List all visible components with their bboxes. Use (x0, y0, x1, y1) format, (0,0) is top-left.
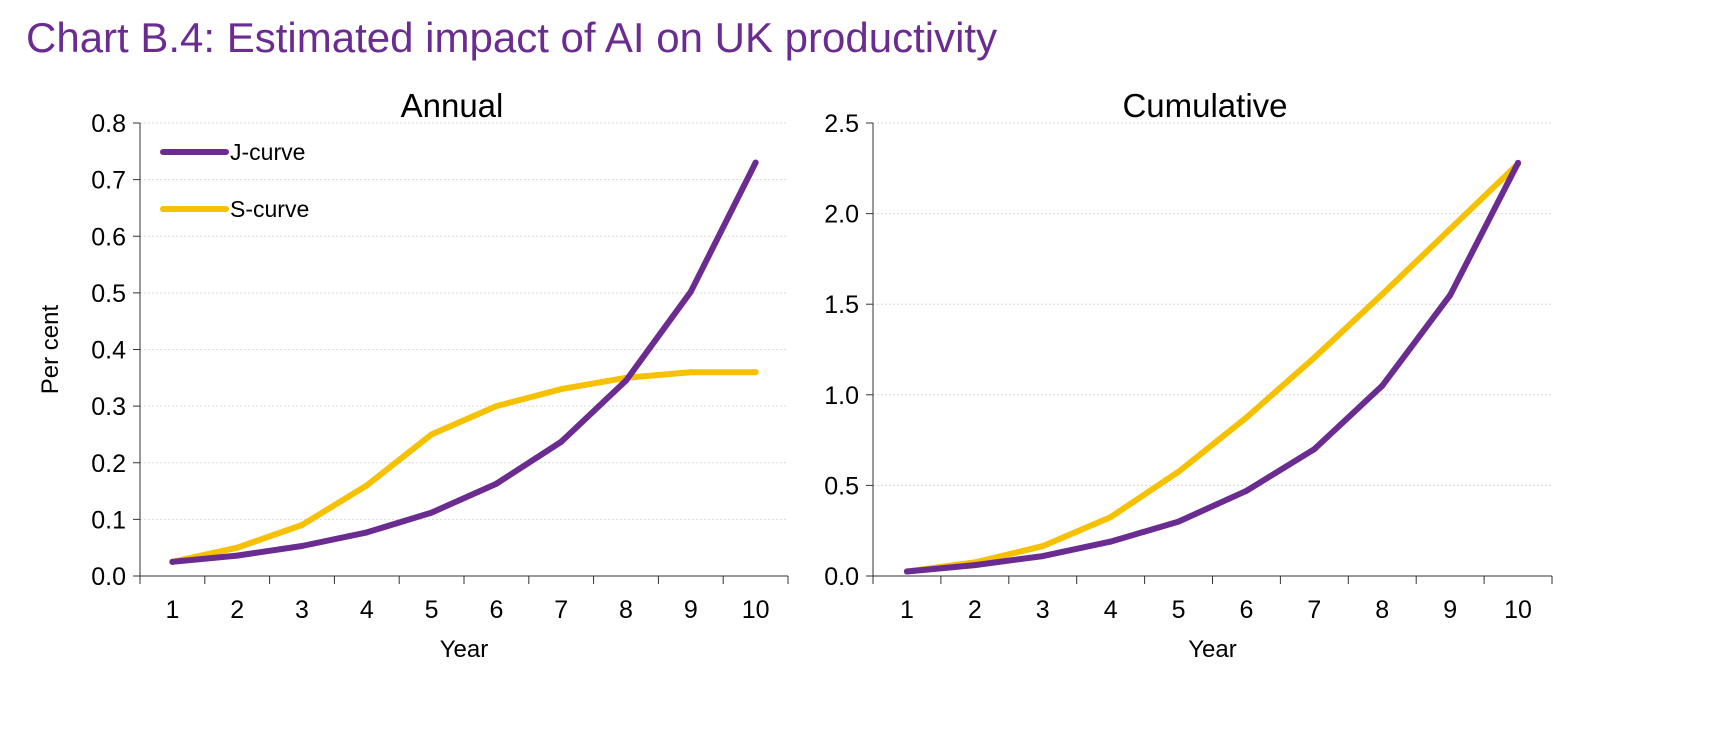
y-tick-label: 0.3 (91, 393, 126, 421)
j-curve-point (1379, 382, 1386, 389)
y-tick-label: 0.1 (91, 506, 126, 534)
s-curve-point (234, 544, 241, 551)
x-axis-label: Year (440, 636, 489, 663)
s-curve-point (558, 386, 565, 393)
x-tick-label: 7 (554, 596, 568, 624)
chart-title: Cumulative (1122, 87, 1287, 124)
y-tick-label: 1.0 (824, 382, 859, 410)
y-tick-label: 0.2 (91, 450, 126, 478)
x-tick-label: 9 (1443, 596, 1457, 624)
j-curve-point (1039, 553, 1046, 560)
s-curve-line (904, 160, 1522, 575)
j-curve-point (428, 509, 435, 516)
j-curve-point (687, 288, 694, 295)
x-tick-label: 1 (165, 596, 179, 624)
s-curve-point (752, 369, 759, 376)
j-curve-point (493, 480, 500, 487)
j-curve-point (1311, 446, 1318, 453)
x-tick-label: 3 (295, 596, 309, 624)
j-curve-point (169, 558, 176, 565)
legend-label-s-curve: S-curve (230, 196, 309, 222)
x-tick-label: 5 (1172, 596, 1186, 624)
y-tick-label: 2.0 (824, 201, 859, 229)
x-tick-label: 10 (1504, 596, 1532, 624)
x-tick-label: 6 (1239, 596, 1253, 624)
x-tick-label: 7 (1307, 596, 1321, 624)
y-tick-label: 0.6 (91, 223, 126, 251)
x-tick-label: 1 (900, 596, 914, 624)
y-tick-label: 0.0 (824, 563, 859, 591)
x-tick-label: 9 (684, 596, 698, 624)
x-tick-label: 4 (360, 596, 374, 624)
s-curve-point (363, 482, 370, 489)
x-tick-label: 8 (619, 596, 633, 624)
x-tick-label: 4 (1104, 596, 1118, 624)
j-curve-point (558, 438, 565, 445)
chart-title: Annual (401, 87, 504, 124)
j-curve-point (1243, 487, 1250, 494)
j-curve-point (234, 552, 241, 559)
x-tick-label: 5 (425, 596, 439, 624)
x-tick-label: 6 (489, 596, 503, 624)
y-tick-label: 0.4 (91, 337, 126, 365)
annual-chart: 0.0 0.1 0.2 0.3 0.4 0.5 0.6 0.7 0.8 1 2 3 4 5 6 7 8 9 10 An… (37, 87, 789, 663)
cumulative-chart: 0.0 0.5 1.0 1.5 2.0 2.5 1 2 3 4 5 6 7 8 9 10 Cumulative Y… (824, 87, 1553, 663)
j-curve-point (1447, 292, 1454, 299)
s-curve-point (299, 522, 305, 529)
legend-label-j-curve: J-curve (230, 139, 305, 165)
y-tick-label: 0.0 (91, 563, 126, 591)
y-tick-label: 0.5 (824, 472, 859, 500)
y-tick-label: 0.7 (91, 167, 126, 195)
j-curve-point (299, 542, 305, 549)
j-curve-point (623, 377, 629, 384)
x-tick-label: 2 (968, 596, 982, 624)
y-tick-label: 2.5 (824, 110, 859, 138)
y-axis-label: Per cent (37, 304, 64, 394)
x-tick-label: 3 (1036, 596, 1050, 624)
j-curve-point (1175, 518, 1182, 525)
s-curve-point (687, 369, 694, 376)
y-tick-label: 0.8 (91, 110, 126, 138)
j-curve-point (1515, 159, 1522, 166)
x-tick-label: 10 (742, 596, 770, 624)
s-curve-point (493, 403, 500, 410)
j-curve-point (752, 159, 759, 166)
y-tick-label: 0.5 (91, 280, 126, 308)
s-curve-point (1379, 291, 1386, 298)
page-title: Chart B.4: Estimated impact of AI on UK … (26, 14, 998, 61)
j-curve-line (169, 159, 759, 565)
s-curve-point (1311, 354, 1318, 361)
j-curve-point (971, 562, 978, 569)
j-curve-line (904, 159, 1522, 575)
x-axis-label: Year (1188, 636, 1237, 663)
j-curve-point (1107, 538, 1114, 545)
s-curve-point (1175, 468, 1182, 475)
x-tick-label: 8 (1375, 596, 1389, 624)
s-curve-point (1447, 226, 1454, 233)
s-curve-point (1039, 543, 1046, 550)
j-curve-point (363, 529, 370, 536)
y-tick-label: 1.5 (824, 291, 859, 319)
s-curve-line (169, 369, 759, 565)
s-curve-point (428, 431, 435, 438)
s-curve-point (1243, 414, 1250, 421)
j-curve-point (903, 568, 910, 575)
x-tick-label: 2 (230, 596, 244, 624)
s-curve-point (1107, 514, 1114, 521)
